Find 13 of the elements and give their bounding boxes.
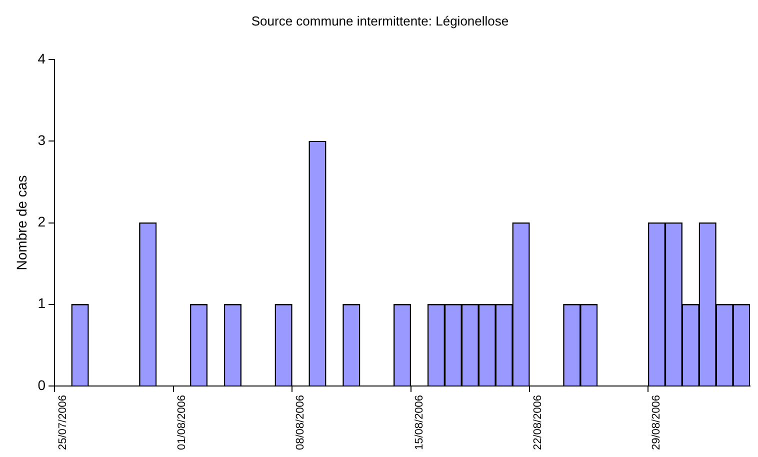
x-tick-label: 22/08/2006: [532, 394, 544, 450]
x-tick-label: 29/08/2006: [650, 394, 663, 450]
y-axis-title: Nombre de cas: [13, 175, 30, 270]
y-tick-label: 3: [38, 132, 46, 148]
y-tick-label: 4: [38, 50, 46, 66]
x-tick-label: 01/08/2006: [176, 394, 188, 450]
x-tick-label: 25/07/2006: [57, 394, 70, 450]
y-tick-label: 2: [38, 214, 46, 230]
x-tick-label: 15/08/2006: [413, 394, 426, 450]
chart-title: Source commune intermittente: Légionellose: [251, 13, 509, 28]
x-tick-label: 08/08/2006: [294, 394, 307, 450]
y-tick-label: 1: [38, 295, 46, 312]
y-tick-label: 0: [38, 376, 46, 393]
